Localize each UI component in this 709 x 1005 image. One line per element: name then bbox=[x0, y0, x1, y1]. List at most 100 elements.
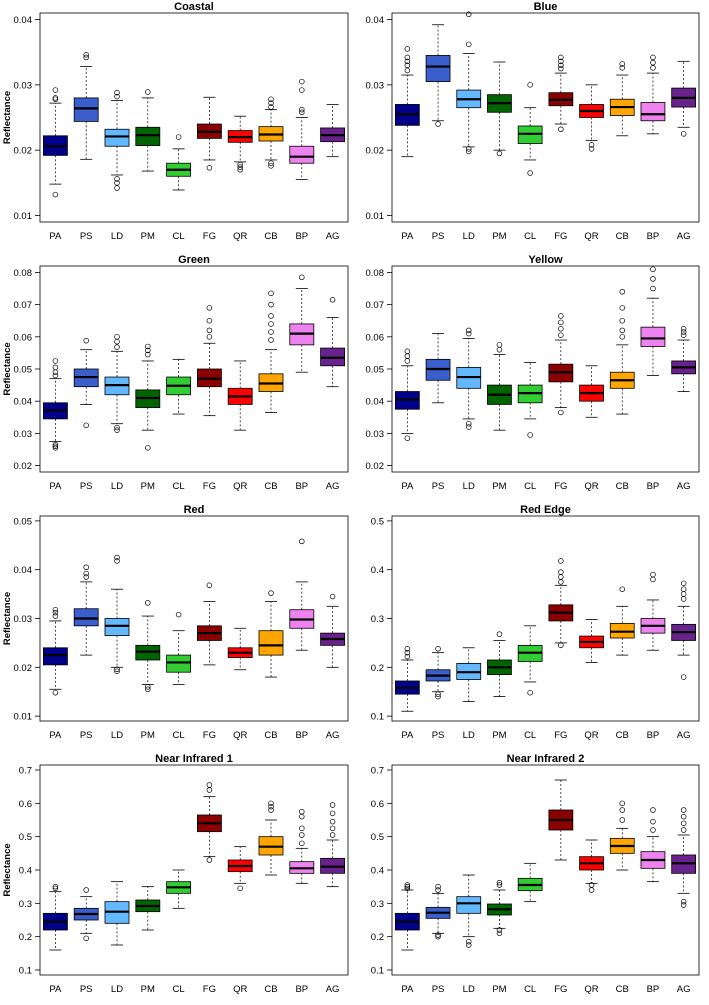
outlier-point bbox=[145, 686, 151, 693]
outlier-point bbox=[237, 885, 243, 892]
outlier-point bbox=[466, 942, 472, 948]
panel-red-edge: Red Edge 0.1 0.2 0.3 0.4 0.5 PA PS LD PM CL FG QR CB B… bbox=[371, 504, 700, 741]
x-tick-label: PM bbox=[141, 231, 155, 242]
box-ps bbox=[73, 887, 99, 942]
y-tick-label: 0.7 bbox=[19, 766, 32, 777]
outlier-point bbox=[680, 591, 687, 597]
outlier-point bbox=[680, 596, 687, 602]
box-pa bbox=[42, 358, 68, 451]
iqr-box bbox=[640, 102, 666, 122]
outlier-point bbox=[619, 305, 625, 311]
outlier-point bbox=[52, 441, 59, 448]
x-tick-label: BP bbox=[647, 481, 660, 492]
box-ld bbox=[104, 334, 130, 433]
x-tick-label: CL bbox=[173, 984, 185, 995]
y-tick-label: 0.03 bbox=[14, 429, 33, 440]
outlier-point bbox=[268, 329, 274, 335]
outlier-point bbox=[527, 432, 533, 438]
x-tick-label: FG bbox=[554, 231, 567, 242]
box-pm bbox=[487, 879, 512, 937]
outlier-point bbox=[114, 176, 120, 182]
outlier-point bbox=[114, 558, 120, 564]
outlier-point bbox=[588, 882, 595, 888]
outlier-point bbox=[404, 885, 411, 892]
outlier-point bbox=[268, 160, 274, 166]
x-tick-label: QR bbox=[584, 481, 598, 492]
outlier-point bbox=[435, 693, 441, 700]
outlier-point bbox=[558, 65, 564, 72]
x-tick-label: CL bbox=[524, 231, 536, 242]
box-qr bbox=[579, 84, 604, 152]
y-axis-label: Reflectance bbox=[2, 342, 13, 395]
y-tick-label: 0.1 bbox=[371, 966, 384, 977]
outlier-point bbox=[145, 351, 151, 358]
x-tick-label: PM bbox=[492, 730, 506, 741]
box-pa bbox=[394, 646, 420, 712]
outlier-point bbox=[145, 347, 151, 354]
outlier-point bbox=[680, 820, 687, 827]
outlier-point bbox=[466, 330, 472, 337]
outlier-point bbox=[145, 684, 151, 690]
box-ps bbox=[425, 646, 451, 700]
outlier-point bbox=[680, 902, 687, 908]
x-tick-label: QR bbox=[233, 984, 247, 995]
outlier-point bbox=[650, 276, 656, 282]
outlier-point bbox=[145, 89, 151, 95]
outlier-point bbox=[114, 666, 120, 673]
x-tick-label: BP bbox=[295, 730, 308, 741]
box-bp bbox=[289, 274, 315, 373]
y-tick-label: 0.02 bbox=[366, 461, 385, 472]
outlier-point bbox=[680, 813, 687, 820]
outlier-point bbox=[435, 646, 441, 652]
x-tick-label: CB bbox=[616, 984, 629, 995]
x-tick-label: PM bbox=[141, 730, 155, 741]
box-cl bbox=[517, 862, 543, 903]
x-tick-label: BP bbox=[295, 984, 308, 995]
outlier-point bbox=[404, 62, 411, 68]
outlier-point bbox=[619, 800, 625, 807]
x-tick-label: PS bbox=[432, 231, 445, 242]
box-pa bbox=[42, 606, 68, 696]
box-pm bbox=[487, 631, 512, 697]
outlier-point bbox=[299, 840, 305, 847]
outlier-point bbox=[206, 857, 213, 863]
outlier-point bbox=[404, 67, 411, 74]
x-tick-label: FG bbox=[554, 984, 567, 995]
x-tick-label: QR bbox=[584, 984, 598, 995]
outlier-point bbox=[52, 609, 59, 616]
y-tick-label: 0.02 bbox=[14, 146, 33, 157]
x-tick-label: PA bbox=[49, 481, 62, 492]
outlier-point bbox=[175, 134, 182, 140]
box-pa bbox=[42, 87, 68, 198]
x-tick-label: PA bbox=[401, 481, 414, 492]
outlier-point bbox=[496, 631, 503, 637]
x-tick-label: CB bbox=[616, 730, 629, 741]
y-tick-label: 0.3 bbox=[371, 899, 384, 910]
x-tick-label: BP bbox=[295, 481, 308, 492]
x-tick-label: CL bbox=[173, 481, 185, 492]
y-tick-label: 0.07 bbox=[366, 300, 385, 311]
box-cb bbox=[609, 800, 635, 871]
outlier-point bbox=[329, 818, 336, 825]
outlier-point bbox=[680, 898, 687, 905]
iqr-box bbox=[425, 55, 451, 82]
box-ag bbox=[320, 104, 346, 158]
outlier-point bbox=[496, 346, 503, 353]
outlier-point bbox=[114, 427, 120, 433]
y-tick-label: 0.08 bbox=[14, 268, 33, 279]
chart-title: Blue bbox=[534, 1, 558, 13]
outlier-point bbox=[329, 825, 336, 832]
outlier-point bbox=[619, 61, 625, 67]
box-ps bbox=[425, 333, 451, 404]
outlier-point bbox=[404, 435, 411, 441]
iqr-box bbox=[258, 630, 284, 656]
outlier-point bbox=[435, 691, 441, 697]
y-tick-label: 0.04 bbox=[14, 565, 33, 576]
outlier-point bbox=[435, 883, 441, 890]
outlier-point bbox=[114, 344, 120, 350]
outlier-point bbox=[299, 832, 305, 838]
outlier-point bbox=[650, 266, 656, 272]
x-tick-label: AG bbox=[326, 231, 340, 242]
box-ag bbox=[671, 580, 697, 680]
outlier-point bbox=[299, 825, 305, 832]
